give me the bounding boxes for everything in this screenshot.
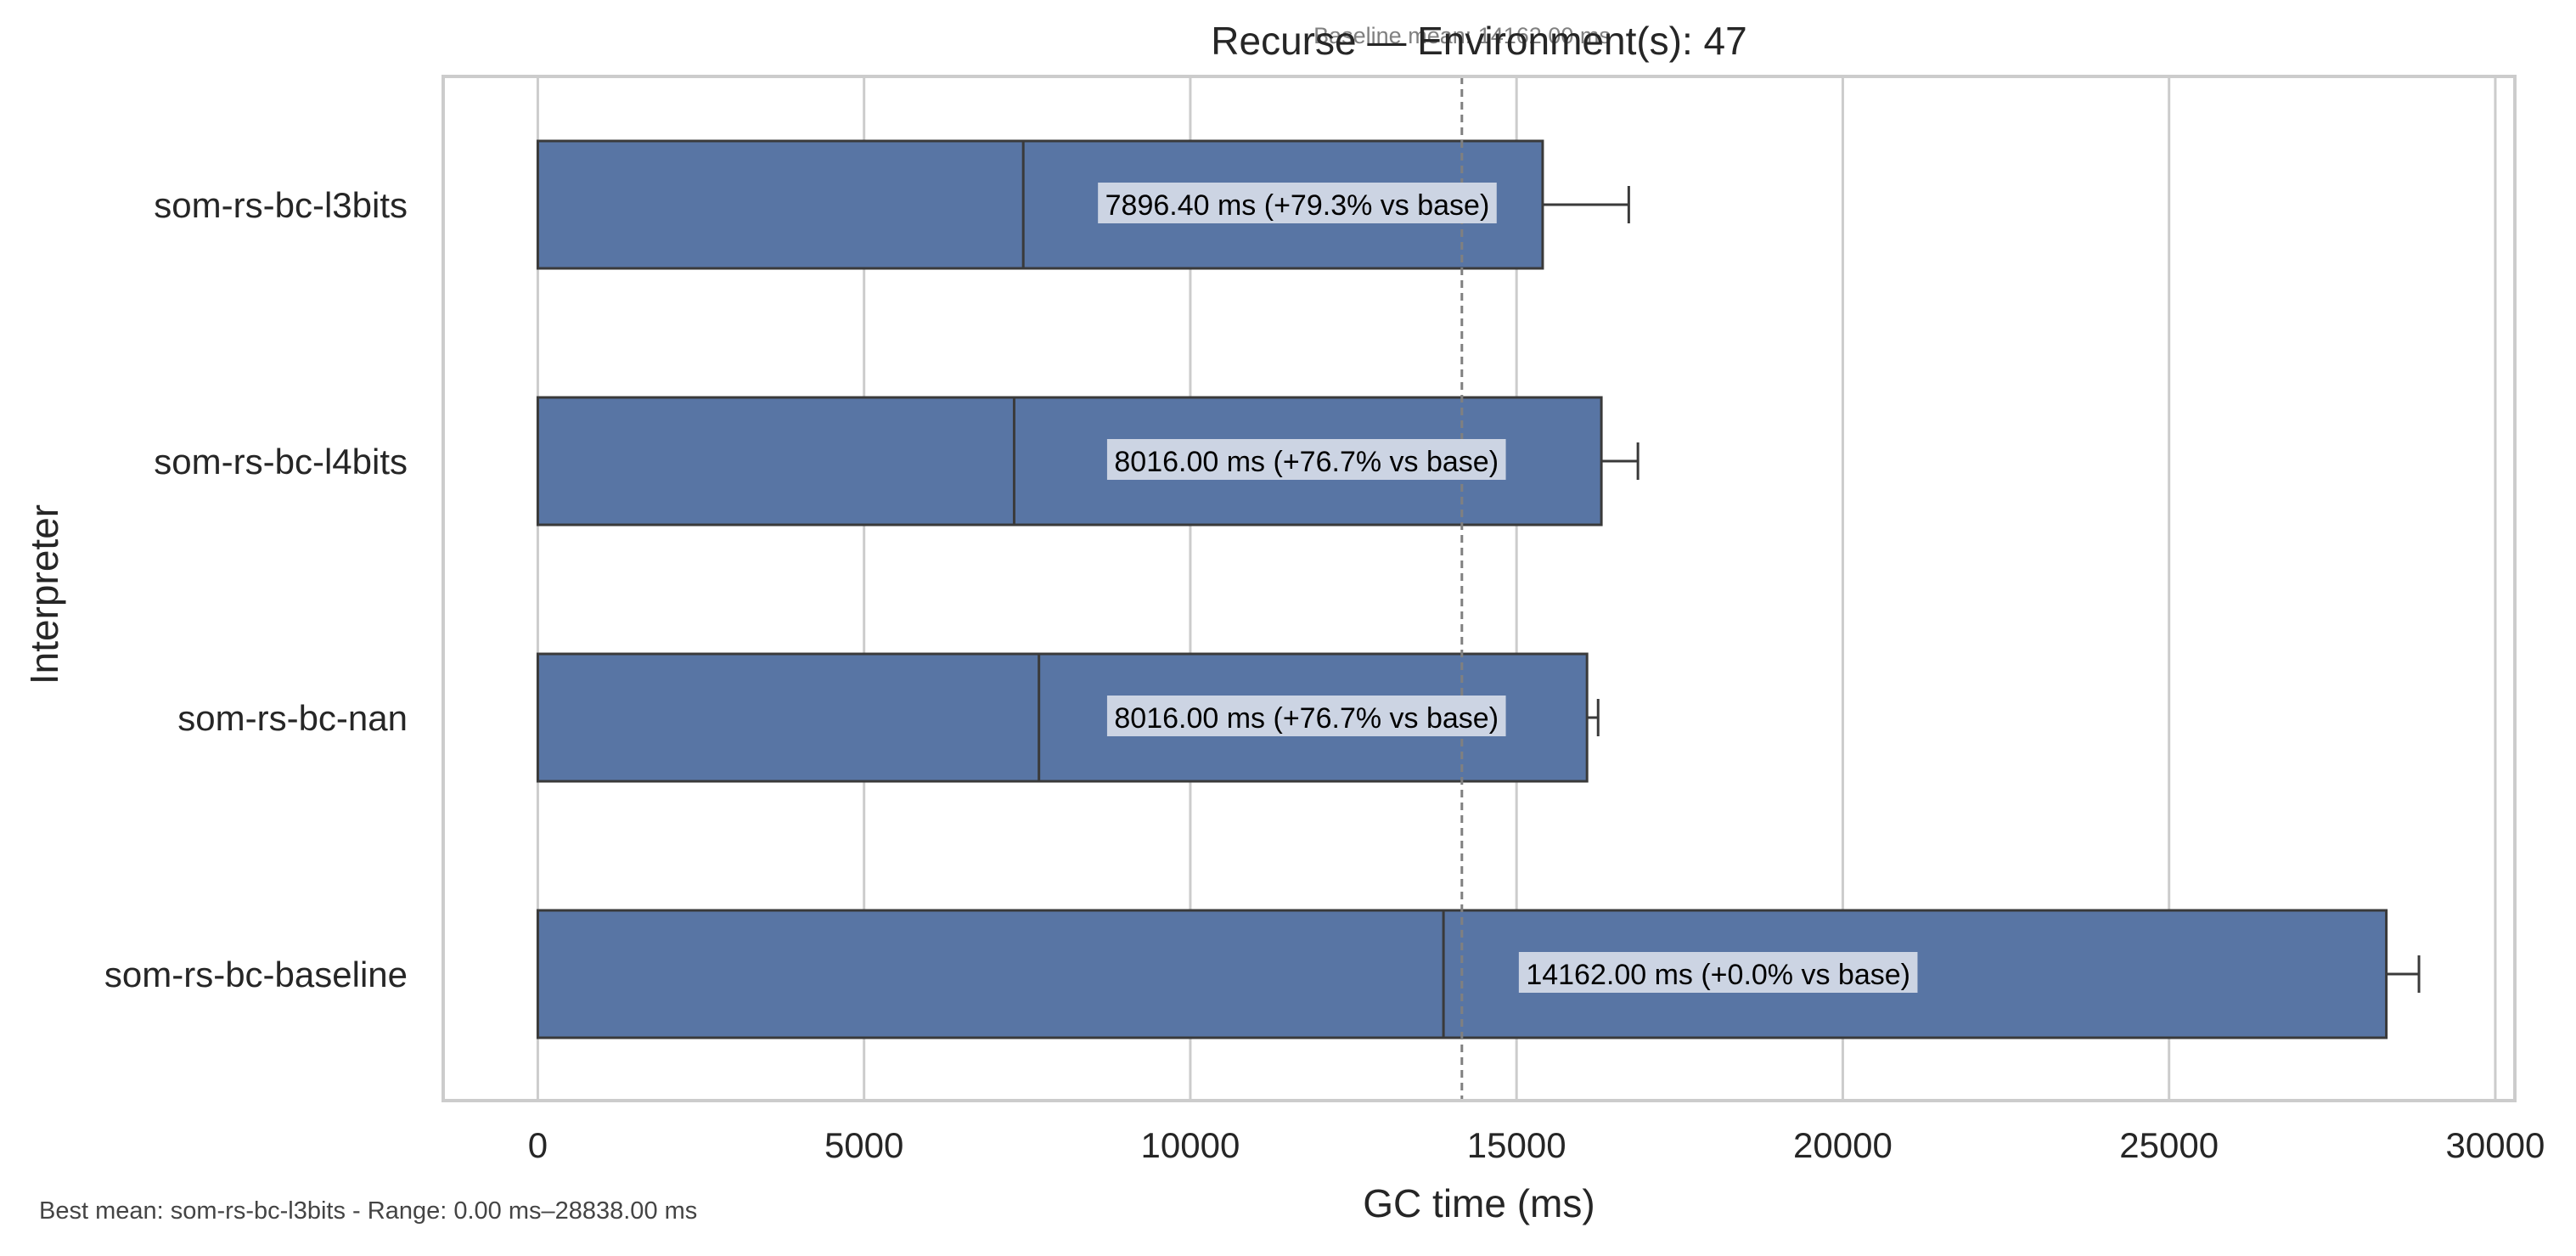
x-tick-label: 5000 — [824, 1125, 903, 1165]
x-axis-label: GC time (ms) — [1363, 1181, 1595, 1225]
value-label: 8016.00 ms (+76.7% vs base) — [1114, 446, 1499, 478]
value-label: 8016.00 ms (+76.7% vs base) — [1114, 702, 1499, 735]
x-tick-label: 30000 — [2446, 1125, 2545, 1165]
y-tick-label: som-rs-bc-nan — [177, 698, 408, 738]
y-tick-label: som-rs-bc-l4bits — [154, 442, 408, 482]
x-tick-label: 10000 — [1141, 1125, 1240, 1165]
value-label-bg — [1098, 183, 1497, 223]
y-axis-label: Interpreter — [22, 504, 66, 684]
y-tick-label: som-rs-bc-l3bits — [154, 185, 408, 225]
value-label: 7896.40 ms (+79.3% vs base) — [1105, 189, 1490, 222]
value-label-bg — [1106, 696, 1506, 736]
x-tick-label: 20000 — [1793, 1125, 1893, 1165]
value-label: 14162.00 ms (+0.0% vs base) — [1526, 959, 1910, 991]
plot-frame — [442, 75, 2517, 1102]
footer-note: Best mean: som-rs-bc-l3bits - Range: 0.0… — [39, 1197, 697, 1225]
axis-layer: som-rs-bc-l3bits som-rs-bc-l4bits som-rs-b… — [104, 75, 2545, 1165]
x-tick-label: 15000 — [1467, 1125, 1566, 1165]
x-tick-label: 0 — [528, 1125, 548, 1165]
chart-title: Recurse — Environment(s): 47 — [1211, 19, 1746, 63]
baseline-note: Baseline mean: 14162.00 ms — [1313, 23, 1611, 48]
y-tick-label: som-rs-bc-baseline — [104, 955, 408, 994]
value-label-bg — [1518, 952, 1918, 993]
x-tick-label: 25000 — [2119, 1125, 2219, 1165]
value-label-bg — [1106, 439, 1506, 480]
label-layer: 7896.40 ms (+79.3% vs base) 8016.00 ms (+… — [1098, 183, 1918, 993]
